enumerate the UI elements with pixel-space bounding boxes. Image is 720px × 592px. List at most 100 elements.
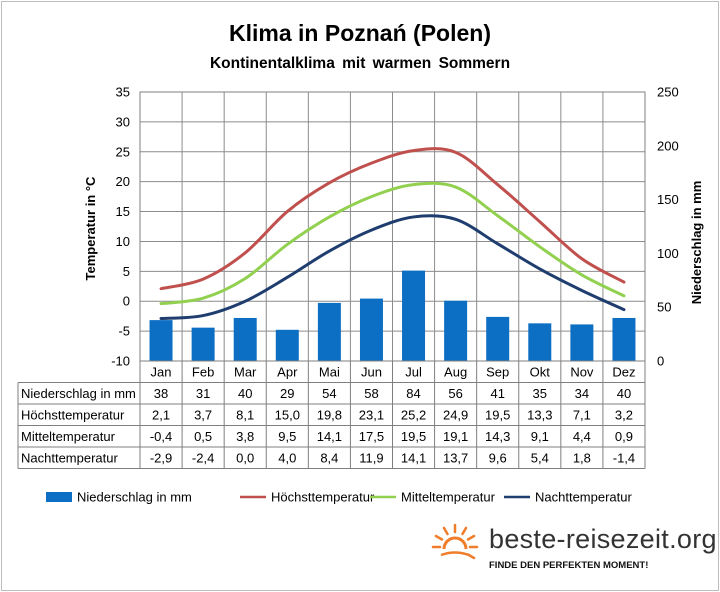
x-tick-label: Jan (151, 365, 172, 380)
precipitation-bar (612, 317, 636, 361)
sun-horizon (440, 551, 470, 557)
data-label: -0,4 (150, 429, 172, 444)
x-tick-label: Okt (530, 365, 551, 380)
data-label: 54 (322, 386, 336, 401)
y-tick-label: 15 (116, 204, 130, 219)
temperature-line (159, 147, 626, 291)
y2-tick-label: 200 (657, 138, 679, 153)
sun-ray (434, 534, 444, 541)
x-tick-label: Jul (405, 365, 422, 380)
data-label: 56 (448, 386, 462, 401)
logo-tagline: FINDE DEN PERFEKTEN MOMENT! (489, 560, 649, 571)
legend: Niederschlag in mm Höchsttemperatur Mittel… (46, 490, 632, 505)
data-label: 9,6 (489, 451, 507, 466)
data-label: 14,1 (401, 451, 426, 466)
data-label: 0,5 (194, 429, 212, 444)
temperature-lines (159, 147, 626, 321)
y-tick-label: 30 (116, 114, 130, 129)
legend-label: Höchsttemperatur (271, 490, 375, 505)
precipitation-bar (528, 323, 552, 361)
data-label: 40 (238, 386, 252, 401)
data-label: 23,1 (359, 408, 384, 423)
y-tick-label: -10 (111, 354, 130, 369)
precipitation-bar (486, 316, 510, 361)
data-label: 11,9 (359, 451, 383, 466)
data-label: 0,0 (236, 451, 254, 466)
data-label: 1,8 (573, 451, 591, 466)
data-label: 38 (154, 386, 168, 401)
data-label: 19,1 (443, 429, 468, 444)
precipitation-bar (149, 320, 173, 361)
data-label: 13,3 (527, 408, 552, 423)
sun-ray (442, 526, 449, 536)
data-label: -2,4 (192, 451, 214, 466)
y-tick-label: 20 (116, 174, 130, 189)
data-label: 4,0 (278, 451, 296, 466)
y2-axis-title: Niederschlag in mm (689, 181, 704, 305)
data-table: Jan Feb Mar Apr Mai Jun Jul Aug Sep Okt Nov Dez Nied… (17, 360, 646, 469)
x-tick-label: Mai (319, 365, 340, 380)
y-tick-label: 0 (123, 294, 130, 309)
y-tick-label: 5 (123, 264, 130, 279)
precipitation-bar (570, 324, 594, 361)
data-label: 3,8 (236, 429, 254, 444)
y2-tick-label: 50 (657, 300, 671, 315)
y-tick-label: 25 (116, 144, 130, 159)
precipitation-bar (317, 302, 341, 361)
data-label: 34 (575, 386, 589, 401)
data-label: 31 (196, 386, 210, 401)
y2-tick-label: 250 (657, 85, 679, 100)
data-label: 14,1 (317, 429, 342, 444)
x-tick-label: Jun (361, 365, 382, 380)
logo-site-name: beste-reisezeit.org (489, 524, 717, 554)
table-row-label: Höchsttemperatur (21, 408, 125, 423)
table-row-label: Niederschlag in mm (21, 386, 136, 401)
data-label: 35 (533, 386, 547, 401)
x-tick-label: Sep (486, 365, 509, 380)
y2-tick-label: 0 (657, 354, 664, 369)
data-label: 2,1 (152, 408, 170, 423)
data-label: 17,5 (359, 429, 384, 444)
y-axis-title: Temperatur in °C (83, 176, 98, 281)
data-label: 8,4 (320, 451, 338, 466)
data-label: 3,7 (194, 408, 212, 423)
table-row-label: Mitteltemperatur (21, 429, 116, 444)
data-label: 41 (490, 386, 504, 401)
data-label: 58 (364, 386, 378, 401)
x-tick-label: Mar (234, 365, 257, 380)
y-tick-label: 35 (116, 85, 130, 100)
y2-tick-label: 100 (657, 246, 679, 261)
precipitation-bar (402, 270, 426, 361)
precipitation-bar (191, 327, 215, 361)
temperature-line (159, 214, 626, 321)
x-tick-label: Dez (612, 365, 635, 380)
data-label: 8,1 (236, 408, 254, 423)
gridlines (139, 91, 646, 362)
precipitation-bar (444, 300, 468, 361)
precipitation-bars (149, 270, 636, 361)
precipitation-bar (275, 329, 299, 361)
table-row-label: Nachttemperatur (21, 451, 118, 466)
y-tick-label: 10 (116, 234, 130, 249)
data-label: 19,5 (401, 429, 426, 444)
data-label: 9,1 (531, 429, 549, 444)
temperature-line (159, 181, 626, 306)
data-label: 19,5 (485, 408, 510, 423)
data-label: -2,9 (150, 451, 172, 466)
x-tick-label: Feb (192, 365, 214, 380)
legend-label: Mitteltemperatur (401, 490, 496, 505)
y2-tick-label: 150 (657, 192, 679, 207)
sun-disc (442, 536, 468, 550)
data-label: 13,7 (443, 451, 468, 466)
precipitation-bar (359, 298, 383, 361)
sun-ray (461, 526, 468, 536)
sun-icon (431, 523, 479, 560)
data-label: 24,9 (443, 408, 468, 423)
x-tick-label: Apr (277, 365, 298, 380)
data-label: 4,4 (573, 429, 591, 444)
chart-title: Klima in Poznań (Polen) (229, 20, 491, 46)
data-label: 5,4 (531, 451, 549, 466)
data-label: 25,2 (401, 408, 426, 423)
